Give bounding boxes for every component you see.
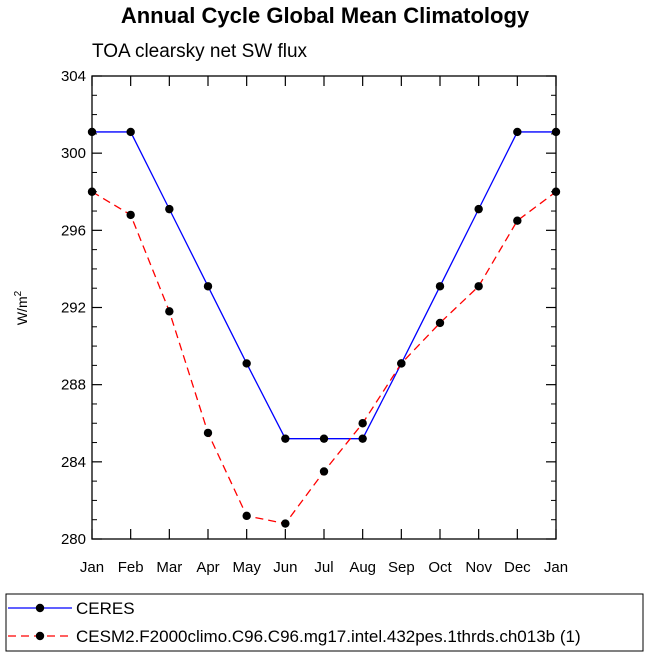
series-layer — [87, 127, 561, 528]
series-1-point — [165, 307, 174, 316]
series-0-point — [551, 127, 561, 137]
series-0-point — [319, 434, 329, 443]
y-tick-label: 300 — [61, 145, 86, 162]
y-axis-label-superscript: 2 — [13, 290, 24, 296]
x-tick-label: Apr — [196, 559, 219, 576]
series-1-point — [474, 282, 483, 291]
x-tick-label: Oct — [428, 559, 452, 576]
legend-box — [5, 593, 644, 652]
series-line-0 — [92, 131, 556, 440]
series-0-point — [126, 127, 135, 137]
y-tick-label: 292 — [61, 300, 86, 317]
x-tick-label: Jun — [273, 559, 297, 576]
series-0-point — [435, 282, 445, 291]
series-1-point — [358, 419, 367, 428]
series-1-point — [126, 210, 135, 220]
x-tick-label: Jan — [544, 559, 568, 576]
legend-label-1: CESM2.F2000climo.C96.C96.mg17.intel.432p… — [76, 627, 581, 646]
x-tick-label: Aug — [349, 559, 376, 576]
series-0-point — [474, 204, 483, 214]
x-tick-label: Feb — [118, 559, 144, 576]
x-axis-ticks: Jan Feb Mar Apr May Jun Jul Aug Sep Oct Nov Dec Jan — [80, 76, 568, 576]
legend-marker-1 — [35, 631, 45, 641]
series-1-point — [87, 187, 97, 196]
series-0-point — [281, 434, 290, 443]
series-1-point — [242, 511, 251, 521]
x-tick-label: Jan — [80, 559, 104, 576]
legend-marker-0 — [35, 603, 45, 613]
y-axis-label: W/m2 — [13, 290, 30, 325]
x-tick-label: May — [232, 559, 261, 576]
chart-title: Annual Cycle Global Mean Climatology — [121, 3, 530, 28]
x-tick-label: Sep — [388, 559, 415, 576]
series-0-point — [87, 127, 97, 137]
chart-subtitle: TOA clearsky net SW flux — [92, 41, 308, 62]
series-0-point — [203, 282, 213, 291]
series-1-point — [435, 318, 445, 328]
series-1-point — [319, 467, 329, 476]
legend: CERES CESM2.F2000climo.C96.C96.mg17.intel… — [8, 599, 581, 646]
x-tick-label: Mar — [156, 559, 182, 576]
series-0-point — [165, 204, 174, 214]
y-tick-label: 304 — [61, 68, 86, 85]
y-tick-label: 296 — [61, 222, 86, 239]
y-tick-label: 288 — [61, 377, 86, 394]
series-1-point — [513, 216, 522, 225]
x-tick-label: Nov — [465, 559, 492, 576]
series-1-point — [281, 519, 290, 528]
series-1-point — [397, 359, 406, 368]
x-tick-label: Jul — [314, 559, 333, 576]
y-tick-label: 284 — [61, 454, 86, 471]
series-0-point — [242, 359, 251, 368]
y-axis-ticks: 280 284 288 292 296 300 304 — [61, 68, 556, 548]
x-tick-label: Dec — [504, 559, 531, 576]
series-0-point — [358, 434, 367, 443]
series-1-point — [203, 428, 213, 438]
series-0-point — [513, 127, 522, 137]
legend-label-0: CERES — [76, 599, 135, 618]
series-1-point — [551, 187, 561, 196]
y-tick-label: 280 — [61, 531, 86, 548]
